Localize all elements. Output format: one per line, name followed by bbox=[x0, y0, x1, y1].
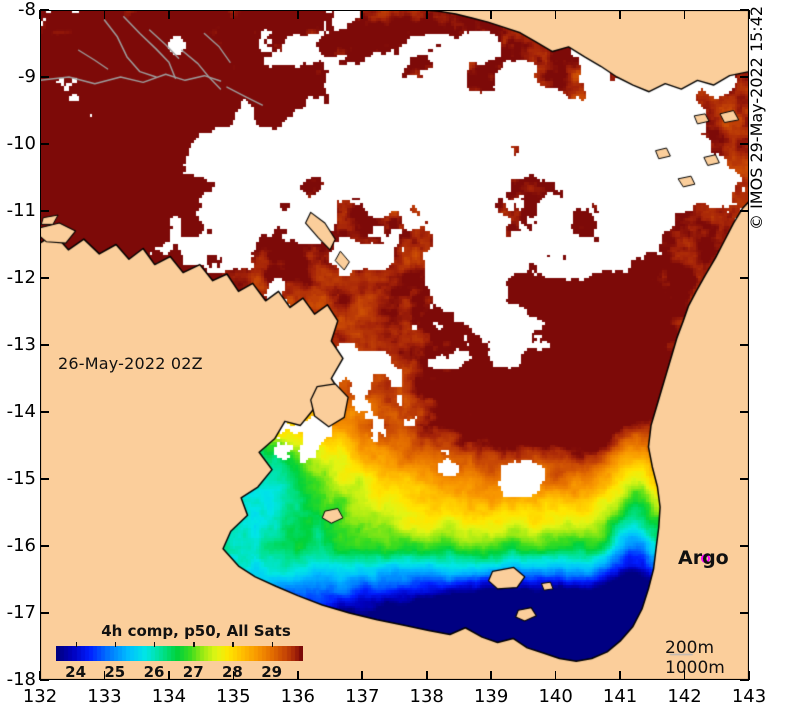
x-tick bbox=[619, 10, 621, 19]
colorbar-gradient bbox=[56, 646, 303, 661]
x-tick bbox=[425, 671, 428, 680]
x-axis-label: 132 bbox=[22, 686, 58, 707]
colorbar-tick-label: 25 bbox=[104, 663, 126, 680]
x-axis-label: 140 bbox=[538, 686, 573, 707]
colorbar-tick bbox=[154, 642, 156, 647]
x-tick bbox=[619, 671, 621, 680]
y-axis-label: -8 bbox=[18, 0, 36, 20]
y-axis-label: -18 bbox=[6, 669, 36, 690]
x-axis-label: 139 bbox=[473, 686, 509, 707]
x-tick bbox=[103, 10, 106, 19]
colorbar-tick-label: 24 bbox=[65, 663, 87, 680]
colorbar-tick bbox=[271, 642, 274, 647]
x-tick bbox=[748, 671, 750, 680]
x-tick bbox=[683, 10, 686, 19]
x-axis-label: 137 bbox=[345, 686, 380, 707]
x-tick bbox=[39, 671, 41, 680]
y-tick bbox=[40, 545, 49, 547]
x-tick bbox=[748, 10, 750, 19]
y-tick bbox=[40, 210, 49, 212]
x-tick bbox=[168, 10, 170, 19]
y-tick bbox=[40, 411, 49, 413]
y-tick bbox=[740, 612, 749, 614]
date-stamp: 26-May-2022 02Z bbox=[58, 354, 203, 373]
y-axis-label: -13 bbox=[6, 334, 36, 355]
y-axis-label: -10 bbox=[6, 133, 36, 154]
colorbar-tick bbox=[75, 642, 77, 647]
argo-marker-icon bbox=[701, 554, 710, 563]
colorbar-group: 4h comp, p50, All Sats bbox=[56, 622, 356, 640]
colorbar-tick bbox=[114, 642, 117, 647]
land-and-coastline-layer bbox=[40, 10, 749, 680]
x-axis-label: 138 bbox=[409, 686, 444, 707]
x-axis-label: 135 bbox=[216, 686, 251, 707]
x-tick bbox=[683, 671, 686, 680]
x-axis-label: 141 bbox=[602, 686, 638, 707]
y-tick bbox=[740, 9, 749, 11]
y-tick bbox=[40, 478, 49, 480]
y-tick bbox=[740, 277, 749, 279]
y-tick bbox=[740, 76, 749, 78]
y-tick bbox=[40, 344, 49, 346]
x-tick bbox=[39, 10, 41, 19]
y-axis-label: -12 bbox=[6, 267, 36, 288]
y-tick bbox=[40, 612, 49, 614]
x-tick bbox=[425, 10, 428, 19]
x-tick bbox=[490, 10, 492, 19]
y-axis-label: -9 bbox=[18, 66, 36, 87]
y-tick bbox=[40, 679, 49, 681]
y-tick bbox=[740, 411, 749, 413]
x-tick bbox=[232, 671, 235, 680]
depth-200m-label: 200m bbox=[665, 638, 715, 658]
y-tick bbox=[40, 9, 49, 11]
x-tick bbox=[361, 10, 364, 19]
x-tick bbox=[554, 10, 557, 19]
y-axis-label: -15 bbox=[6, 468, 36, 489]
x-tick bbox=[232, 10, 235, 19]
colorbar-tick bbox=[232, 642, 234, 647]
credit-text: © IMOS 29-May-2022 15:42 Hobart bbox=[747, 0, 766, 230]
y-tick bbox=[40, 76, 49, 78]
x-tick bbox=[554, 671, 557, 680]
y-tick bbox=[40, 143, 49, 145]
colorbar-tick-label: 26 bbox=[143, 663, 165, 680]
colorbar-tick-label: 29 bbox=[261, 663, 283, 680]
y-tick bbox=[40, 277, 49, 279]
x-tick bbox=[361, 671, 364, 680]
colorbar-tick-label: 28 bbox=[212, 663, 252, 680]
depth-1000m-label: 1000m bbox=[665, 658, 725, 678]
map-plot-area: 26-May-2022 02Z Argo 200m 1000m 4h comp,… bbox=[40, 10, 749, 680]
argo-label: Argo bbox=[678, 547, 729, 569]
x-axis-label: 133 bbox=[87, 686, 122, 707]
depth-contour-legend: 200m 1000m bbox=[665, 638, 725, 678]
y-tick bbox=[740, 679, 749, 681]
y-axis-label: -14 bbox=[6, 401, 36, 422]
y-axis-label: -17 bbox=[6, 602, 36, 623]
x-axis-label: 134 bbox=[151, 686, 187, 707]
x-tick bbox=[490, 671, 492, 680]
colorbar-title: 4h comp, p50, All Sats bbox=[101, 622, 291, 640]
colorbar-tick-label: 27 bbox=[182, 663, 204, 680]
y-tick bbox=[740, 210, 749, 212]
x-tick bbox=[297, 671, 299, 680]
colorbar-tick bbox=[193, 642, 195, 647]
x-tick bbox=[297, 10, 299, 19]
y-tick bbox=[740, 344, 749, 346]
y-tick bbox=[740, 478, 749, 480]
x-axis-label: 142 bbox=[667, 686, 702, 707]
y-axis-label: -11 bbox=[6, 200, 36, 221]
x-axis-label: 143 bbox=[731, 686, 767, 707]
x-tick bbox=[103, 671, 106, 680]
y-tick bbox=[740, 545, 749, 547]
y-tick bbox=[740, 143, 749, 145]
y-axis-label: -16 bbox=[6, 535, 36, 556]
x-axis-label: 136 bbox=[280, 686, 315, 707]
x-tick bbox=[168, 671, 170, 680]
